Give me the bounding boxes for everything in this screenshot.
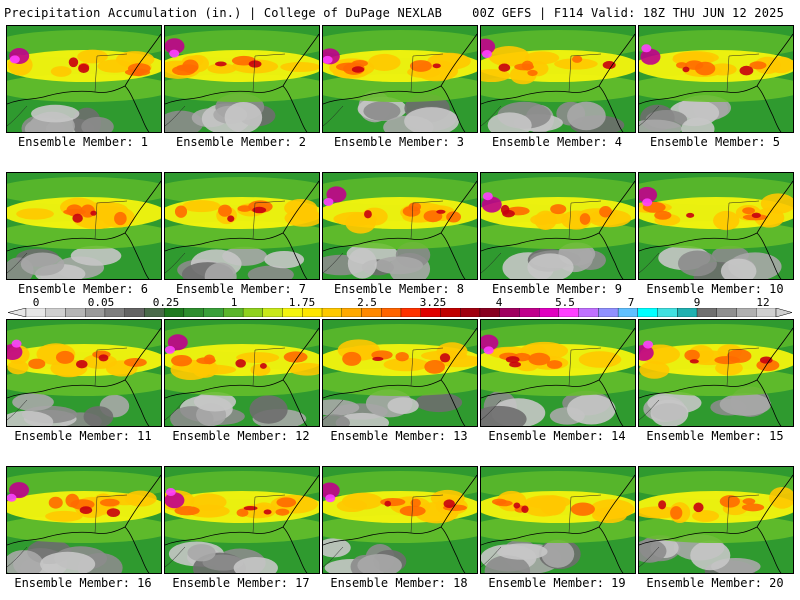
precip-map-image xyxy=(481,26,635,132)
precip-map-image xyxy=(639,320,793,426)
ensemble-member-label: Ensemble Member: 12 xyxy=(172,429,310,443)
precip-map-image xyxy=(165,173,319,279)
colorbar: 0 0.05 0.25 1 1.75 2.5 3.25 4 5.5 7 9 12 xyxy=(8,296,792,318)
ensemble-member-label: Ensemble Member: 5 xyxy=(649,135,781,149)
ensemble-member-map xyxy=(322,172,478,280)
ensemble-member-label: Ensemble Member: 8 xyxy=(333,282,465,296)
ensemble-member-label: Ensemble Member: 15 xyxy=(646,429,784,443)
ensemble-member-label: Ensemble Member: 3 xyxy=(333,135,465,149)
ensemble-member-label: Ensemble Member: 17 xyxy=(172,576,310,590)
precip-map-image xyxy=(7,467,161,573)
ensemble-member-map xyxy=(480,319,636,427)
ensemble-member-map xyxy=(322,25,478,133)
ensemble-member-label: Ensemble Member: 2 xyxy=(175,135,307,149)
precip-map-image xyxy=(165,320,319,426)
run-info: 00Z GEFS | F114 Valid: 18Z THU JUN 12 20… xyxy=(472,6,784,20)
ensemble-member-map xyxy=(164,172,320,280)
ensemble-member-label: Ensemble Member: 6 xyxy=(17,282,149,296)
precip-map-image xyxy=(639,173,793,279)
ensemble-member-map xyxy=(6,466,162,574)
ensemble-member-map xyxy=(6,172,162,280)
ensemble-member-map xyxy=(638,319,794,427)
colorbar-labels: 0 0.05 0.25 1 1.75 2.5 3.25 4 5.5 7 9 12 xyxy=(8,296,792,309)
ensemble-member-map xyxy=(638,466,794,574)
precip-map-image xyxy=(165,467,319,573)
ensemble-member-map xyxy=(6,319,162,427)
page-title: Precipitation Accumulation (in.) | Colle… xyxy=(4,6,443,20)
precip-map-image xyxy=(481,173,635,279)
ensemble-member-label: Ensemble Member: 19 xyxy=(488,576,626,590)
ensemble-member-label: Ensemble Member: 7 xyxy=(175,282,307,296)
precip-map-image xyxy=(323,320,477,426)
ensemble-member-label: Ensemble Member: 1 xyxy=(17,135,149,149)
ensemble-member-map xyxy=(638,25,794,133)
precip-map-image xyxy=(7,26,161,132)
ensemble-member-map xyxy=(638,172,794,280)
ensemble-member-label: Ensemble Member: 13 xyxy=(330,429,468,443)
colorbar-tick-label: 0.25 xyxy=(152,296,180,309)
precip-map-image xyxy=(481,467,635,573)
colorbar-tick-label: 5.5 xyxy=(555,296,575,309)
colorbar-tick-label: 3.25 xyxy=(419,296,447,309)
ensemble-member-label: Ensemble Member: 14 xyxy=(488,429,626,443)
precip-map-image xyxy=(639,26,793,132)
colorbar-tick-label: 2.5 xyxy=(357,296,377,309)
precip-map-image xyxy=(481,320,635,426)
ensemble-member-map xyxy=(164,25,320,133)
colorbar-bar xyxy=(8,308,792,317)
ensemble-member-map xyxy=(480,25,636,133)
ensemble-member-map xyxy=(164,466,320,574)
ensemble-member-label: Ensemble Member: 11 xyxy=(14,429,152,443)
colorbar-tick-label: 1.75 xyxy=(288,296,316,309)
colorbar-tick-label: 0 xyxy=(32,296,40,309)
precip-map-image xyxy=(7,173,161,279)
ensemble-member-label: Ensemble Member: 16 xyxy=(14,576,152,590)
ensemble-member-map xyxy=(164,319,320,427)
precip-map-image xyxy=(7,320,161,426)
colorbar-tick-label: 4 xyxy=(495,296,503,309)
precip-map-image xyxy=(323,173,477,279)
ensemble-member-map xyxy=(6,25,162,133)
colorbar-tick-label: 9 xyxy=(693,296,701,309)
colorbar-tick-label: 12 xyxy=(756,296,770,309)
precip-map-image xyxy=(165,26,319,132)
ensemble-member-map xyxy=(322,319,478,427)
colorbar-tick-label: 1 xyxy=(230,296,238,309)
precip-map-image xyxy=(639,467,793,573)
ensemble-member-map xyxy=(322,466,478,574)
ensemble-member-label: Ensemble Member: 9 xyxy=(491,282,623,296)
ensemble-member-label: Ensemble Member: 18 xyxy=(330,576,468,590)
ensemble-member-label: Ensemble Member: 20 xyxy=(646,576,784,590)
ensemble-member-map xyxy=(480,466,636,574)
ensemble-member-label: Ensemble Member: 4 xyxy=(491,135,623,149)
precip-map-image xyxy=(323,26,477,132)
ensemble-member-map xyxy=(480,172,636,280)
colorbar-tick-label: 0.05 xyxy=(87,296,115,309)
colorbar-tick-label: 7 xyxy=(627,296,635,309)
ensemble-member-label: Ensemble Member: 10 xyxy=(646,282,784,296)
precip-map-image xyxy=(323,467,477,573)
